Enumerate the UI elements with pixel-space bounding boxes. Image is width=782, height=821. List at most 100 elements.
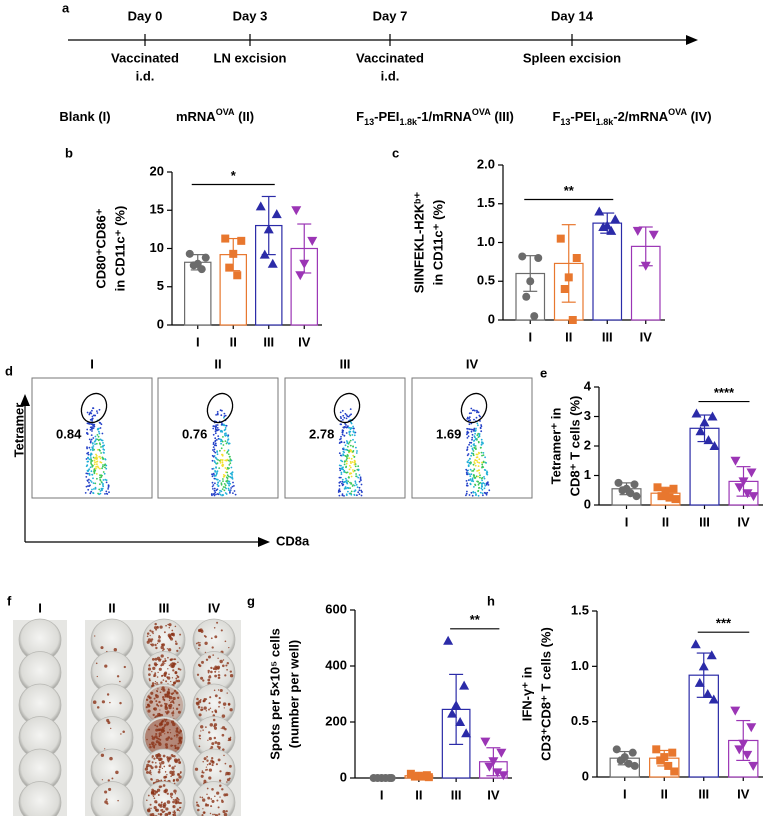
flow-dot — [100, 476, 103, 478]
spot — [176, 797, 179, 800]
spot — [210, 759, 214, 763]
flow-dot — [107, 488, 109, 490]
spot — [214, 709, 217, 712]
flow-dot — [352, 469, 354, 471]
spot — [160, 779, 163, 782]
spot — [175, 727, 179, 731]
spot — [158, 785, 162, 789]
spot — [148, 664, 151, 667]
flow-dot — [360, 494, 363, 497]
panel-label: a — [62, 0, 70, 15]
spot — [148, 743, 151, 746]
flow-dot — [469, 478, 472, 481]
x-tick-label: II — [662, 514, 669, 529]
spot — [196, 702, 200, 706]
spot — [104, 800, 108, 804]
spot — [148, 728, 150, 731]
x-tick-label: I — [528, 329, 532, 344]
flow-dot — [475, 427, 477, 430]
spot — [167, 633, 172, 638]
data-point — [616, 756, 625, 765]
flow-dot — [347, 425, 349, 427]
flow-dot — [466, 461, 469, 463]
spot — [100, 646, 104, 650]
day-label: Day 0 — [128, 8, 163, 23]
spot — [168, 695, 173, 700]
spot — [197, 663, 201, 667]
spot — [210, 670, 213, 674]
spot — [200, 725, 204, 729]
flow-dot — [221, 461, 224, 464]
spot — [223, 812, 228, 817]
spot — [109, 756, 113, 761]
flow-dot — [217, 428, 220, 431]
data-point — [564, 273, 573, 282]
flow-dot — [98, 408, 101, 411]
flow-dot — [100, 461, 103, 464]
data-point — [201, 253, 210, 262]
flow-dot — [472, 450, 475, 452]
spot — [224, 674, 227, 677]
data-point — [459, 680, 470, 690]
flow-dot — [349, 434, 352, 437]
spot — [101, 700, 106, 704]
data-point — [185, 249, 194, 258]
x-tick-label: I — [625, 514, 629, 529]
flow-dot — [470, 462, 472, 464]
data-point — [632, 226, 643, 236]
spot — [202, 771, 205, 774]
flow-dot — [346, 457, 348, 460]
flow-dot — [338, 484, 341, 487]
flow-dot — [211, 475, 214, 478]
flow-dot — [85, 472, 88, 475]
flow-dot — [221, 440, 224, 443]
data-point — [560, 285, 569, 293]
spot — [203, 757, 207, 761]
flow-dot — [98, 455, 101, 458]
data-point — [657, 492, 666, 501]
spot — [167, 656, 169, 659]
spot — [162, 688, 166, 692]
spot — [177, 667, 180, 671]
flow-dot — [225, 480, 228, 482]
spot — [164, 723, 167, 727]
spot — [156, 725, 159, 728]
flow-y-arrowhead — [20, 394, 30, 406]
flow-dot — [90, 470, 93, 473]
flow-dot — [349, 448, 352, 451]
spot — [217, 676, 220, 679]
flow-dot — [92, 437, 95, 439]
flow-dot — [86, 472, 89, 475]
spot — [170, 720, 175, 724]
flow-gate — [333, 392, 361, 424]
flow-dot — [212, 449, 214, 451]
flow-dot — [360, 483, 363, 486]
flow-dot — [479, 476, 481, 479]
flow-dot — [95, 442, 98, 445]
flow-dot — [99, 467, 101, 470]
spot — [170, 680, 172, 683]
flow-dot — [226, 441, 229, 444]
flow-dot — [347, 415, 350, 418]
flow-dot — [475, 475, 478, 478]
flow-dot — [88, 446, 91, 449]
flow-dot — [349, 439, 352, 442]
y-tick-label: 1.5 — [477, 195, 495, 210]
group-label: mRNAOVA (II) — [176, 107, 254, 124]
group-label-part: 13 — [560, 117, 570, 127]
data-point — [614, 478, 623, 487]
flow-dot — [214, 440, 217, 443]
spot — [220, 727, 222, 729]
flow-dot — [231, 471, 234, 474]
flow-dot — [217, 435, 220, 437]
spot — [157, 712, 161, 717]
spot — [175, 729, 179, 733]
flow-dot — [88, 458, 91, 461]
flow-dot — [481, 454, 483, 457]
flow-dot — [344, 486, 347, 488]
data-point — [518, 252, 527, 261]
spot — [213, 813, 216, 816]
spot — [207, 671, 210, 674]
data-point — [748, 492, 759, 502]
flow-dot — [224, 427, 227, 429]
